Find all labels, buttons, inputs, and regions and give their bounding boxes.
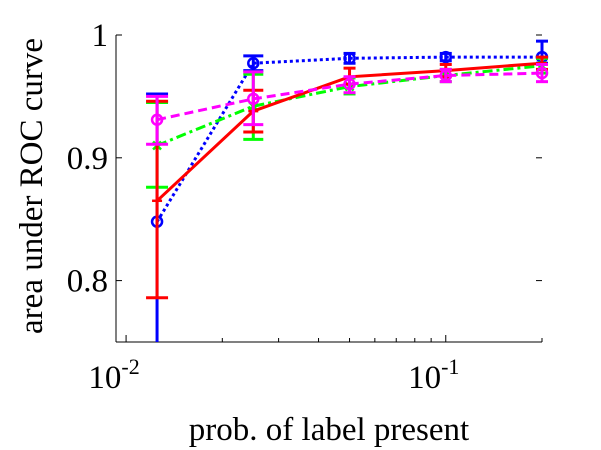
data-point [152, 195, 163, 206]
y-tick-label: 0.8 [67, 264, 108, 300]
data-point [247, 92, 260, 106]
series-magenta [146, 62, 549, 146]
data-point [535, 66, 549, 80]
series-blue [146, 39, 549, 342]
x-axis-title: prob. of label present [189, 412, 469, 448]
y-axis-ticks: 0.8 0.9 1 [67, 18, 542, 300]
data-point [343, 77, 356, 91]
data-point [439, 50, 453, 64]
series-line [156, 64, 543, 147]
data-point [247, 56, 260, 70]
plot-area [115, 35, 549, 343]
series-line [155, 55, 542, 223]
y-tick-label: 1 [92, 18, 109, 54]
data-point [150, 113, 164, 126]
y-tick-label: 0.9 [67, 141, 108, 177]
series-line [156, 71, 543, 122]
data-point [343, 52, 356, 65]
x-tick-label: 10-1 [408, 354, 459, 396]
x-axis-ticks: 10-2 10-1 [88, 335, 543, 396]
x-tick-label: 10-2 [88, 354, 139, 396]
data-point [439, 69, 453, 82]
y-axis-title: area under ROC curve [14, 38, 50, 334]
